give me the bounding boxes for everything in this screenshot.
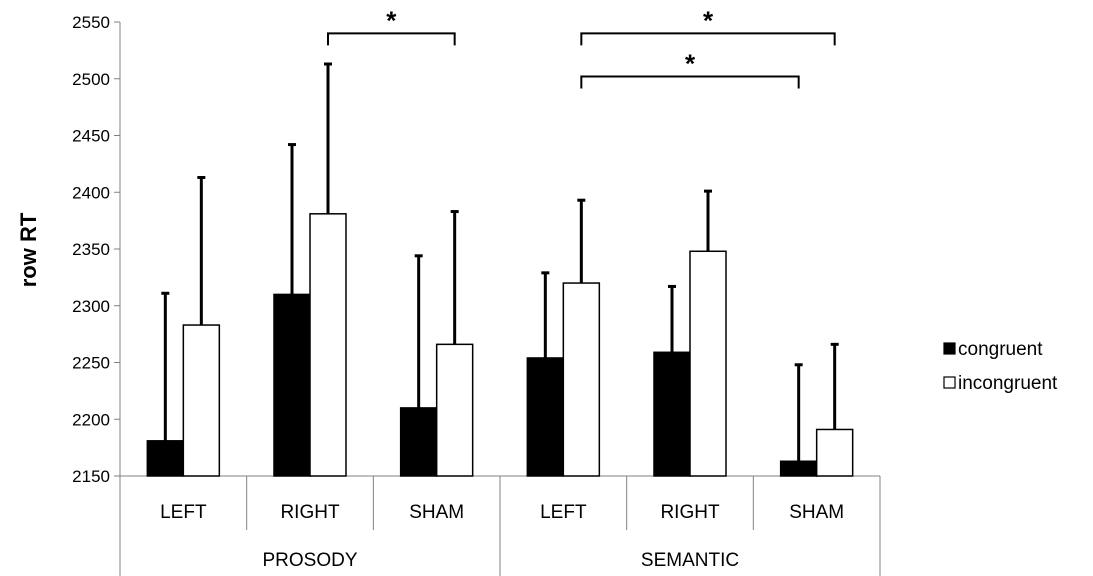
legend-swatch-incongruent xyxy=(943,376,956,389)
bars-layer xyxy=(146,213,854,477)
bar-congruent xyxy=(399,407,438,477)
y-tick-label: 2300 xyxy=(72,297,110,316)
bar-congruent xyxy=(146,440,185,477)
category-label: SHAM xyxy=(789,502,844,523)
y-tick-label: 2150 xyxy=(72,467,110,486)
bar-incongruent xyxy=(435,343,474,477)
significance-bracket xyxy=(580,32,836,46)
category-label: RIGHT xyxy=(280,502,340,523)
significance-bracket xyxy=(327,32,456,46)
y-tick-label: 2450 xyxy=(72,127,110,146)
bar-incongruent xyxy=(309,213,347,477)
bar-congruent xyxy=(273,293,311,477)
significance-star: * xyxy=(703,5,714,35)
y-tick-label: 2200 xyxy=(72,410,110,429)
y-tick-label: 2350 xyxy=(72,240,110,259)
bar-incongruent xyxy=(689,250,727,477)
significance-star: * xyxy=(386,5,397,35)
legend-label: congruent xyxy=(958,339,1043,360)
legend: congruent incongruent xyxy=(943,339,1058,394)
group-label: PROSODY xyxy=(262,550,357,571)
category-label: RIGHT xyxy=(660,502,720,523)
y-tick-label: 2250 xyxy=(72,354,110,373)
legend-label: incongruent xyxy=(958,373,1058,394)
y-tick-label: 2550 xyxy=(72,13,110,32)
axis-layer: 2150 2200 2250 2300 2350 2400 2450 2500 2550 xyxy=(72,13,880,576)
bar-incongruent xyxy=(182,324,221,477)
error-bars-layer xyxy=(161,62,839,462)
y-tick-label: 2500 xyxy=(72,70,110,89)
category-label: LEFT xyxy=(160,502,207,523)
group-label: SEMANTIC xyxy=(641,550,739,571)
significance-layer: * ** xyxy=(327,5,836,89)
bar-incongruent xyxy=(815,428,854,477)
category-axis: LEFT RIGHT SHAM PROSODY LEFT RIGHT SHAM SEMANTI… xyxy=(160,476,881,576)
bar-incongruent xyxy=(562,282,601,477)
category-label: LEFT xyxy=(540,502,587,523)
bar-congruent xyxy=(779,460,818,477)
legend-swatch-congruent xyxy=(943,342,956,355)
category-label: SHAM xyxy=(409,502,464,523)
bar-congruent xyxy=(526,357,565,477)
y-tick-label: 2400 xyxy=(72,183,110,202)
significance-bracket xyxy=(580,75,800,89)
bar-congruent xyxy=(653,351,691,477)
y-axis-label: row RT xyxy=(16,212,41,287)
significance-star: * xyxy=(685,48,696,78)
